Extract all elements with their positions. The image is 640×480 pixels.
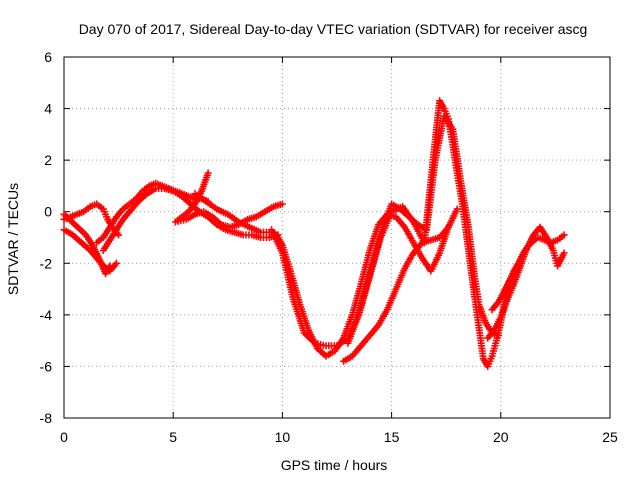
- y-tick-label: 2: [44, 152, 52, 168]
- x-tick-label: 25: [602, 429, 618, 445]
- series-3-markers: [60, 210, 114, 278]
- y-tick-label: -4: [40, 307, 53, 323]
- series-10: [340, 205, 461, 365]
- series-10-markers: [340, 205, 461, 365]
- x-tick-label: 5: [169, 429, 177, 445]
- x-tick-label: 15: [384, 429, 400, 445]
- series-12-markers: [484, 223, 568, 342]
- series-6: [171, 169, 286, 231]
- series-12: [484, 223, 568, 342]
- y-tick-label: 6: [44, 49, 52, 65]
- y-axis-label: SDTVAR / TECUs: [5, 183, 21, 295]
- x-tick-label: 10: [275, 429, 291, 445]
- y-tick-labels: -8 -6 -4 -2 0 2 4 6: [40, 49, 53, 426]
- series-6-markers: [171, 169, 286, 231]
- series-7: [191, 190, 452, 360]
- x-axis-label: GPS time / hours: [281, 457, 388, 473]
- series-7-markers: [191, 190, 452, 360]
- series-3: [60, 210, 114, 278]
- y-tick-label: 4: [44, 101, 52, 117]
- series-8-markers: [268, 97, 522, 370]
- y-tick-label: 0: [44, 204, 52, 220]
- y-tick-label: -8: [40, 410, 53, 426]
- data-series: [60, 97, 568, 370]
- y-tick-label: -2: [40, 255, 53, 271]
- x-tick-labels: 0 5 10 15 20 25: [60, 429, 618, 445]
- chart-title: Day 070 of 2017, Sidereal Day-to-day VTE…: [79, 21, 588, 37]
- x-tick-label: 20: [493, 429, 509, 445]
- grid: [64, 57, 610, 418]
- x-tick-label: 0: [60, 429, 68, 445]
- series-9-markers: [344, 112, 503, 347]
- series-8: [268, 97, 522, 370]
- y-tick-label: -6: [40, 358, 53, 374]
- series-9: [344, 112, 503, 347]
- axis-ticks: [63, 56, 611, 419]
- plot-frame: [63, 56, 611, 419]
